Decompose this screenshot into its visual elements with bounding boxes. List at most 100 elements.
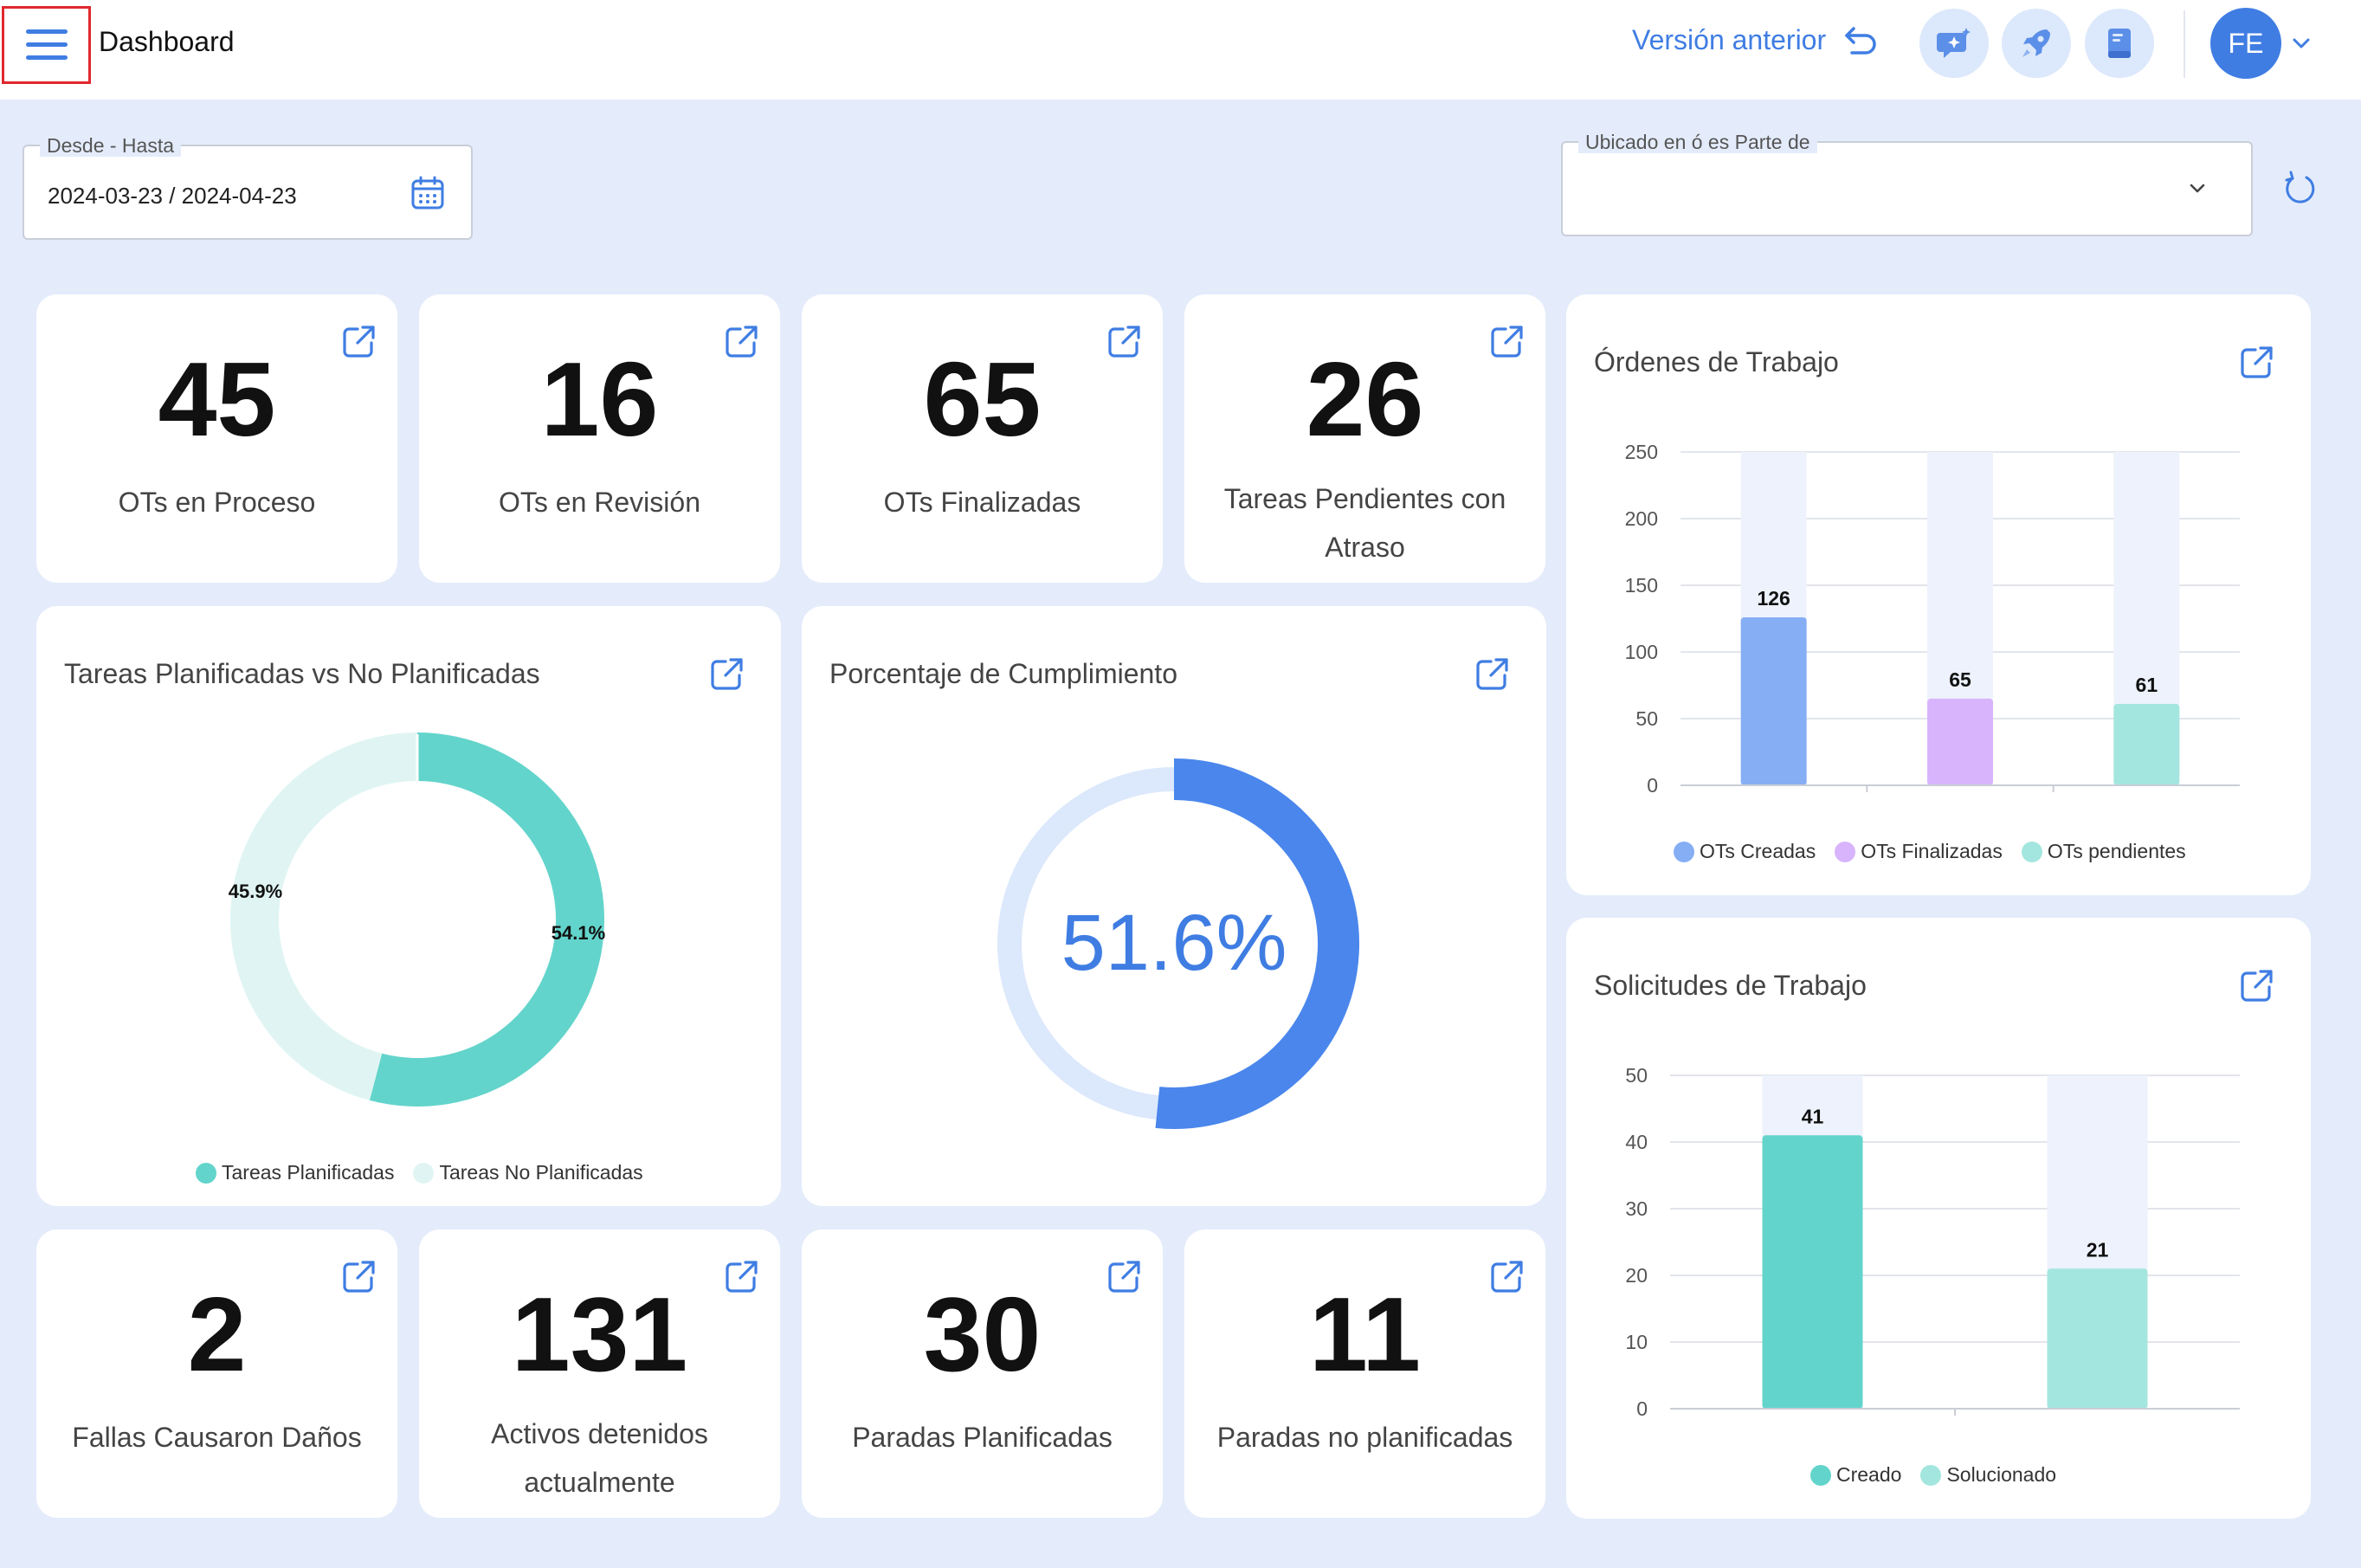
y-tick-label: 30 — [1625, 1197, 1648, 1220]
bar-value-label: 21 — [2087, 1238, 2109, 1261]
legend-dot — [1835, 841, 1856, 862]
stat-value: 131 — [511, 1275, 688, 1393]
legend-label: OTs Creadas — [1700, 840, 1816, 862]
work-orders-chart-card: Órdenes de Trabajo 0 50 100 150 200 250 126 65 6… — [1566, 294, 2311, 895]
legend-item[interactable]: OTs Creadas — [1674, 840, 1816, 863]
chat-sparkle-icon — [1937, 28, 1971, 58]
stat-label: OTs Finalizadas — [883, 487, 1081, 518]
legend-item[interactable]: Tareas Planificadas — [196, 1161, 394, 1184]
notes-button[interactable] — [2085, 9, 2154, 78]
bar-value-label: 61 — [2136, 674, 2158, 696]
top-bar: Dashboard Versión anterior FE — [0, 0, 2361, 100]
stat-value: 11 — [1309, 1275, 1421, 1393]
stat-card-tareas-pendientes[interactable]: 26 Tareas Pendientes con Atraso — [1184, 294, 1545, 583]
legend-item[interactable]: Solucionado — [1920, 1463, 2056, 1487]
y-tick-label: 20 — [1625, 1264, 1648, 1287]
stat-label: Paradas Planificadas — [852, 1422, 1113, 1453]
donut-slice-unplanned[interactable] — [230, 732, 417, 1100]
legend-item[interactable]: OTs pendientes — [2021, 840, 2186, 863]
chevron-down-icon[interactable] — [2290, 35, 2313, 52]
y-tick-label: 250 — [1625, 441, 1658, 463]
bar-value-label: 65 — [1949, 668, 1971, 691]
legend-label: Creado — [1836, 1463, 1902, 1486]
refresh-icon[interactable] — [2280, 170, 2319, 208]
legend-label: Solucionado — [1946, 1463, 2057, 1486]
bar[interactable] — [2047, 1268, 2148, 1409]
bar[interactable] — [1762, 1135, 1863, 1409]
stat-label-line2: Atraso — [1325, 532, 1405, 563]
y-tick-label: 0 — [1636, 1397, 1648, 1420]
y-tick-label: 200 — [1625, 507, 1658, 530]
y-tick-label: 10 — [1625, 1331, 1648, 1353]
avatar[interactable]: FE — [2210, 8, 2281, 79]
stat-value: 26 — [1306, 340, 1424, 458]
work-requests-legend: Creado Solucionado — [1810, 1463, 2056, 1487]
chart-title: Órdenes de Trabajo — [1594, 346, 1839, 377]
legend-dot — [413, 1162, 435, 1184]
work-requests-chart-card: Solicitudes de Trabajo 0 10 20 30 40 50 41 21 C… — [1566, 918, 2311, 1519]
legend-dot — [2021, 841, 2042, 862]
chart-title: Solicitudes de Trabajo — [1594, 970, 1867, 1001]
gauge-value: 51.6% — [1061, 899, 1287, 987]
donut-chart: 45.9% 54.1% — [229, 732, 605, 1107]
rocket-icon — [2022, 29, 2050, 57]
bar[interactable] — [2113, 704, 2180, 785]
y-tick-label: 150 — [1625, 574, 1658, 597]
stat-value: 45 — [158, 340, 276, 458]
stat-card-activos-detenidos[interactable]: 131 Activos detenidos actualmente — [419, 1229, 780, 1518]
stat-label: Paradas no planificadas — [1216, 1422, 1513, 1453]
planned-tasks-chart-card: Tareas Planificadas vs No Planificadas 4… — [36, 606, 781, 1206]
stat-label-line1: Activos detenidos — [491, 1418, 708, 1449]
location-select[interactable]: Ubicado en ó es Parte de — [1561, 131, 2253, 236]
stat-card-ots-finalizadas[interactable]: 65 OTs Finalizadas — [802, 294, 1163, 583]
work-requests-bar-chart: 0 10 20 30 40 50 41 21 — [1625, 1064, 2240, 1420]
menu-button[interactable] — [2, 6, 91, 84]
stat-card-ots-en-proceso[interactable]: 45 OTs en Proceso — [36, 294, 397, 583]
bar-value-label: 126 — [1757, 587, 1790, 610]
compliance-chart-card: Porcentaje de Cumplimiento 51.6% — [802, 606, 1546, 1206]
menu-icon — [25, 29, 68, 60]
donut-label-planned: 54.1% — [552, 922, 605, 944]
stat-card-ots-en-revision[interactable]: 16 OTs en Revisión — [419, 294, 780, 583]
work-orders-legend: OTs Creadas OTs Finalizadas OTs pendientes — [1674, 840, 2186, 863]
gauge-fill — [1155, 758, 1359, 1129]
rocket-button[interactable] — [2002, 9, 2071, 78]
y-tick-label: 0 — [1647, 774, 1658, 797]
ai-chat-button[interactable] — [1919, 9, 1989, 78]
location-label: Ubicado en ó es Parte de — [1578, 131, 1817, 153]
divider — [2184, 10, 2185, 78]
legend-label: Tareas Planificadas — [222, 1161, 395, 1184]
stat-label: Fallas Causaron Daños — [72, 1422, 362, 1453]
page-title: Dashboard — [99, 26, 235, 57]
bar-value-label: 41 — [1802, 1105, 1824, 1127]
stat-value: 30 — [923, 1275, 1042, 1393]
calendar-icon[interactable] — [409, 174, 447, 212]
legend-dot — [1920, 1464, 1942, 1486]
previous-version-label: Versión anterior — [1632, 24, 1827, 55]
undo-icon — [1845, 26, 1876, 55]
legend-item[interactable]: OTs Finalizadas — [1835, 840, 2003, 863]
date-range-label: Desde - Hasta — [40, 134, 182, 157]
chevron-down-icon — [2190, 184, 2205, 193]
y-tick-label: 50 — [1635, 707, 1658, 730]
gauge-chart: 51.6% — [997, 758, 1359, 1129]
donut-slice-planned[interactable] — [369, 732, 604, 1107]
stat-card-fallas[interactable]: 2 Fallas Causaron Daños — [36, 1229, 397, 1518]
stat-label-line2: actualmente — [524, 1467, 675, 1498]
bar[interactable] — [1740, 616, 1807, 785]
legend-item[interactable]: Creado — [1810, 1463, 1901, 1487]
legend-item[interactable]: Tareas No Planificadas — [413, 1161, 643, 1184]
legend-dot — [1674, 841, 1694, 862]
legend-label: OTs pendientes — [2047, 840, 2186, 862]
chart-title: Porcentaje de Cumplimiento — [829, 658, 1177, 689]
work-orders-bar-chart: 0 50 100 150 200 250 126 65 61 — [1625, 441, 2240, 797]
stat-label-line1: Tareas Pendientes con — [1223, 483, 1506, 514]
y-tick-label: 40 — [1625, 1131, 1648, 1153]
date-range-field[interactable]: Desde - Hasta 2024-03-23 / 2024-04-23 — [23, 134, 473, 240]
stat-value: 2 — [187, 1275, 247, 1393]
legend-label: Tareas No Planificadas — [439, 1161, 643, 1184]
previous-version-link[interactable]: Versión anterior — [1632, 24, 1878, 56]
stat-card-paradas-no-planificadas[interactable]: 11 Paradas no planificadas — [1184, 1229, 1545, 1518]
stat-card-paradas-planificadas[interactable]: 30 Paradas Planificadas — [802, 1229, 1163, 1518]
bar[interactable] — [1927, 698, 1993, 785]
